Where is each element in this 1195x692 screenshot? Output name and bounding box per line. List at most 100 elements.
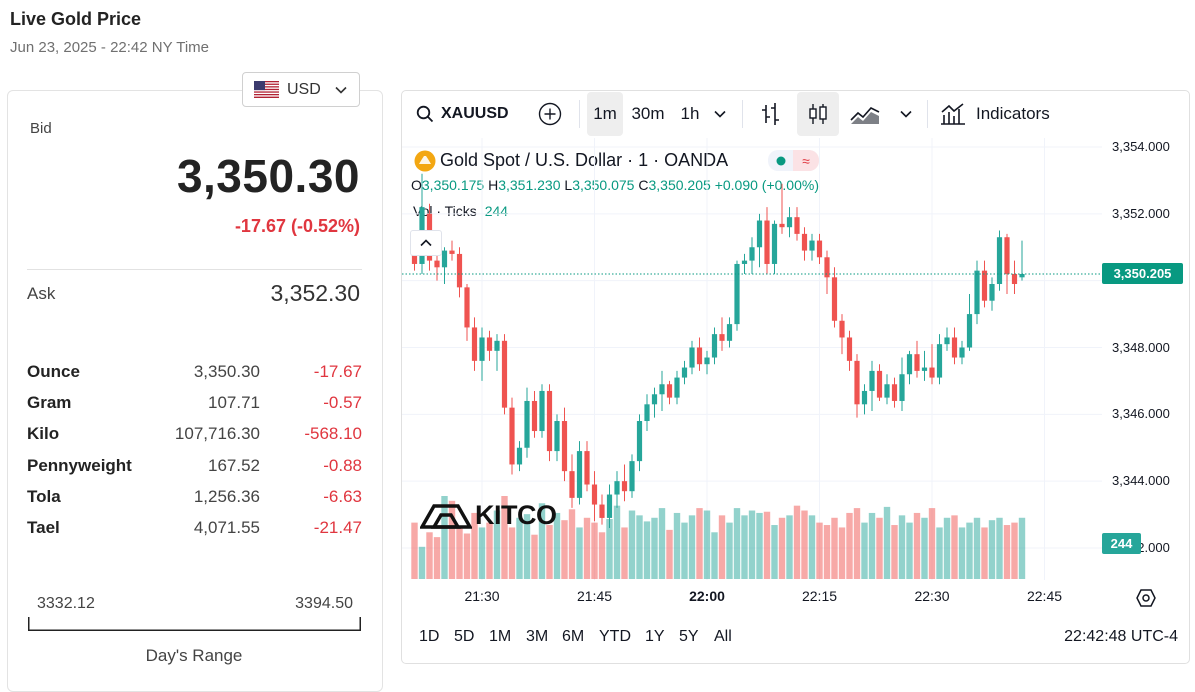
range-all[interactable]: All: [714, 628, 732, 645]
bar-style-button[interactable]: [754, 92, 788, 136]
candle: [816, 233, 823, 264]
range-1y[interactable]: 1Y: [645, 628, 665, 645]
candle-body: [801, 233, 808, 251]
candle-body: [966, 314, 973, 348]
unit-change: -0.57: [323, 393, 362, 413]
range-ytd[interactable]: YTD: [599, 628, 631, 645]
candle: [726, 317, 733, 348]
range-1d[interactable]: 1D: [419, 628, 440, 645]
candle-body: [884, 384, 890, 398]
currency-dropdown[interactable]: USD: [242, 72, 360, 107]
unit-name: Kilo: [27, 424, 60, 444]
indicators-button[interactable]: Indicators: [940, 92, 1060, 136]
ohlc-close-label: C: [638, 177, 649, 193]
collapse-legend-button[interactable]: [410, 230, 442, 256]
candle-body: [734, 263, 740, 325]
interval-1m[interactable]: 1m: [587, 92, 623, 136]
time-axis-label: 22:00: [689, 588, 725, 604]
candle: [974, 260, 980, 325]
ohlc-close: 3,350.205: [648, 177, 711, 193]
volume-bar: [441, 496, 448, 579]
volume-bar: [1018, 517, 1026, 579]
unit-change: -17.67: [313, 362, 362, 381]
candle-body: [996, 237, 1003, 285]
bid-change: -17.67 (-0.52%): [234, 216, 360, 236]
unit-price: 167.52: [208, 455, 260, 475]
candle: [449, 240, 455, 261]
unit-name: Ounce: [27, 362, 80, 381]
candle: [1019, 240, 1025, 281]
unit-change: -6.63: [323, 486, 362, 506]
candle-body: [516, 447, 523, 465]
range-3m[interactable]: 3M: [526, 628, 549, 645]
kitco-logo-text: KITCO: [475, 500, 557, 530]
volume-bar: [651, 517, 658, 579]
volume-bar: [463, 533, 471, 579]
volume-bar: [996, 517, 1003, 579]
chevron-up-icon: [420, 239, 432, 247]
volume-bar: [546, 525, 553, 579]
area-style-button[interactable]: [847, 92, 883, 136]
candle: [876, 364, 883, 401]
candle-body: [944, 337, 950, 345]
time-axis-label: 21:45: [576, 588, 613, 604]
interval-1h[interactable]: 1h: [680, 104, 700, 123]
time-axis-label: 21:30: [464, 588, 500, 604]
candle: [486, 330, 493, 361]
gold-symbol-icon: [414, 150, 436, 172]
candle: [921, 350, 928, 381]
volume-bar: [831, 517, 838, 579]
candles-style-button[interactable]: [797, 92, 839, 136]
market-status-toggle[interactable]: ≈: [768, 150, 819, 171]
candle-body: [464, 287, 470, 328]
candle-body: [434, 260, 440, 268]
candle: [869, 360, 875, 411]
candle: [689, 340, 695, 375]
chart-settings-button[interactable]: [1134, 586, 1158, 610]
candle-body: [839, 320, 845, 338]
candle: [554, 414, 560, 462]
volume-bar: [561, 520, 568, 579]
candlestick-chart[interactable]: [402, 138, 1102, 580]
compare-button[interactable]: [534, 92, 566, 136]
range-1m[interactable]: 1M: [489, 628, 512, 645]
candle: [831, 267, 838, 328]
chart-style-dropdown[interactable]: [894, 92, 918, 136]
ohlc-open: 3,350.175: [421, 177, 485, 193]
volume-bar: [906, 522, 913, 579]
candle-body: [959, 347, 965, 358]
range-5d[interactable]: 5D: [454, 628, 475, 645]
time-axis-label: 22:15: [801, 588, 838, 604]
candle-body: [846, 337, 853, 361]
candle: [591, 471, 598, 522]
ohlc-change: +0.090 (+0.00%): [714, 177, 819, 193]
candle-body: [621, 481, 628, 492]
candle-body: [914, 354, 920, 371]
candle: [846, 330, 853, 371]
range-6m[interactable]: 6M: [562, 628, 585, 645]
interval-30m[interactable]: 30m: [631, 104, 665, 123]
volume-bar: [913, 512, 921, 579]
volume-bar: [681, 522, 688, 579]
candle-body: [831, 277, 838, 321]
range-5y[interactable]: 5Y: [679, 628, 699, 645]
candle: [659, 370, 665, 411]
candle: [441, 247, 448, 285]
candle-body: [1004, 237, 1010, 274]
volume-bar: [883, 506, 891, 579]
interval-dropdown[interactable]: [708, 92, 732, 136]
candle-body: [1011, 273, 1018, 285]
symbol-search[interactable]: XAUUSD: [416, 92, 512, 136]
candle: [599, 494, 605, 525]
volume-bar: [448, 500, 456, 579]
price-card: [7, 90, 383, 692]
candle: [674, 370, 680, 405]
candle-body: [449, 250, 455, 254]
candle-body: [711, 334, 718, 358]
divider: [927, 100, 928, 128]
candle: [471, 317, 478, 371]
volume-bar: [703, 510, 711, 579]
volume-bar: [456, 527, 463, 579]
volume-bar: [688, 515, 696, 579]
candle: [929, 344, 935, 385]
